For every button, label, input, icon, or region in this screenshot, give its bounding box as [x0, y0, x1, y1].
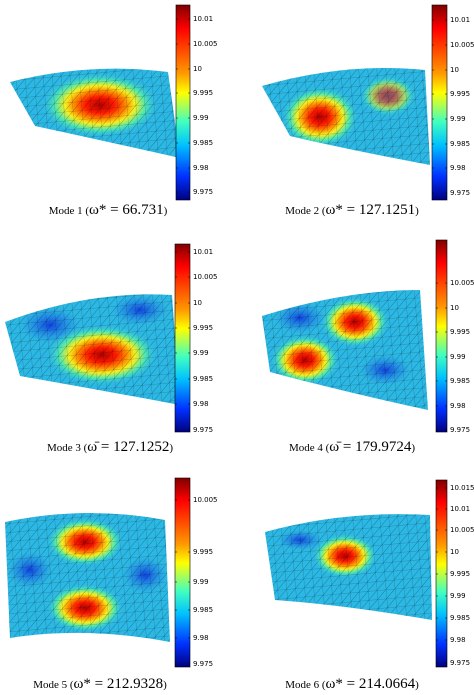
colorbar-label: 9.995 [193, 324, 213, 332]
colorbar-label: 9.985 [193, 375, 213, 383]
colorbar [435, 479, 448, 668]
colorbar [174, 243, 191, 433]
mode-caption: Mode 4 (ω̄ = 179.9724) [289, 439, 415, 455]
mode-panel: 10.01 10.005 10 9.995 9.99 9.985 9.98 9.975 Mode… [5, 243, 218, 455]
caption-suffix: ) [415, 205, 419, 217]
caption-prefix: Mode 4 ( [289, 442, 330, 454]
colorbar-label: 10.01 [193, 15, 213, 23]
colorbar-label: 9.975 [450, 659, 470, 667]
colorbar-label: 10 [193, 65, 202, 73]
colorbar-label: 9.995 [193, 89, 213, 97]
colorbar-label: 10 [450, 304, 459, 312]
caption-expr: ω* = 212.9328 [74, 676, 164, 692]
colorbar-label: 9.98 [193, 164, 209, 172]
colorbar-label: 9.99 [450, 115, 466, 123]
surface-colors [5, 512, 170, 642]
colorbar-label: 10.015 [450, 484, 474, 492]
colorbar-label: 9.98 [450, 164, 466, 172]
mode-panel: 10.01 10.005 10 9.995 9.99 9.985 9.98 9.975 Mode… [10, 4, 218, 218]
surface-colors [265, 514, 432, 620]
colorbar-label: 9.985 [450, 614, 470, 622]
mode-caption: Mode 6 (ω* = 214.0664) [285, 676, 419, 692]
mode-panel: 10.01 10.005 10 9.995 9.99 9.985 9.98 9.975 Mode… [262, 4, 474, 218]
colorbar-label: 10.01 [193, 248, 213, 256]
colorbar-label: 9.995 [450, 328, 470, 336]
colorbar-label: 9.995 [193, 548, 213, 556]
surface-colors [5, 294, 180, 405]
mode-panel: 10.005 10 9.995 9.99 9.985 9.98 9.975 Mode 4 (ω… [262, 239, 474, 455]
colorbar-label: 10.01 [450, 505, 470, 513]
colorbar-label: 9.99 [193, 114, 209, 122]
caption-expr: ω* = 127.1251 [326, 202, 416, 218]
caption-expr: ω* = 66.731 [89, 202, 164, 218]
surface-colors [10, 68, 180, 158]
colorbar-label: 9.99 [450, 592, 466, 600]
colorbar-label: 9.995 [450, 570, 470, 578]
colorbar-label: 9.98 [193, 400, 209, 408]
surface-mesh [5, 512, 170, 642]
mode-caption: Mode 3 (ω̄ = 127.1252) [47, 439, 173, 455]
colorbar-label: 9.985 [450, 140, 470, 148]
colorbar-label: 9.99 [450, 353, 466, 361]
colorbar-label: 9.985 [193, 606, 213, 614]
caption-suffix: ) [169, 442, 173, 454]
surface-mesh [5, 294, 180, 405]
colorbar-label: 9.99 [193, 578, 209, 586]
surface-mesh [262, 290, 428, 410]
caption-expr: ω̄ = 127.1252 [87, 439, 169, 455]
colorbar-label: 10.005 [193, 273, 218, 281]
colorbar [174, 477, 191, 668]
mode-panel: 10.015 10.01 10.005 10 9.995 9.99 9.985 9.98 9.9… [265, 479, 474, 692]
colorbar-label: 10 [450, 548, 459, 556]
caption-suffix: ) [163, 679, 167, 691]
colorbar-label: 9.975 [193, 188, 213, 196]
mode-caption: Mode 5 (ω* = 212.9328) [33, 676, 167, 692]
surface-mesh [262, 68, 430, 165]
colorbar [435, 239, 448, 433]
colorbar-label: 9.98 [193, 634, 209, 642]
caption-prefix: Mode 1 ( [49, 205, 90, 217]
colorbar-label: 10.005 [450, 41, 474, 49]
colorbar-label: 9.975 [450, 189, 470, 197]
mode-panel: 10.005 9.995 9.99 9.985 9.98 9.975 Mode 5 (ω* … [5, 477, 218, 692]
colorbar-label: 9.985 [193, 139, 213, 147]
colorbar-label: 10.005 [193, 40, 218, 48]
colorbar-label: 9.98 [450, 636, 466, 644]
caption-prefix: Mode 6 ( [285, 679, 326, 691]
colorbar [175, 4, 191, 201]
caption-prefix: Mode 5 ( [33, 679, 74, 691]
colorbar-label: 9.99 [193, 349, 209, 357]
caption-expr: ω̄ = 179.9724 [329, 439, 412, 455]
colorbar-label: 9.975 [193, 660, 213, 668]
colorbar-label: 9.975 [193, 426, 213, 434]
colorbar-label: 10.01 [450, 16, 470, 24]
caption-suffix: ) [164, 205, 168, 217]
surface-colors [262, 290, 428, 410]
colorbar-label: 9.98 [450, 402, 466, 410]
colorbar-label: 9.995 [450, 90, 470, 98]
surface-mesh [10, 68, 180, 158]
mode-caption: Mode 2 (ω* = 127.1251) [285, 202, 419, 218]
colorbar-label: 10 [193, 299, 202, 307]
mode-caption: Mode 1 (ω* = 66.731) [49, 202, 168, 218]
caption-prefix: Mode 3 ( [47, 442, 88, 454]
surface-colors [262, 68, 430, 165]
colorbar [431, 4, 448, 201]
caption-prefix: Mode 2 ( [285, 205, 326, 217]
colorbar-label: 10.005 [450, 526, 474, 534]
colorbar-label: 9.975 [450, 426, 470, 434]
caption-suffix: ) [415, 679, 419, 691]
colorbar-label: 9.985 [450, 377, 470, 385]
caption-expr: ω* = 214.0664 [326, 676, 416, 692]
colorbar-label: 10 [450, 66, 459, 74]
colorbar-label: 10.005 [193, 496, 218, 504]
surface-mesh [265, 514, 432, 620]
caption-suffix: ) [411, 442, 415, 454]
colorbar-label: 10.005 [450, 279, 474, 287]
